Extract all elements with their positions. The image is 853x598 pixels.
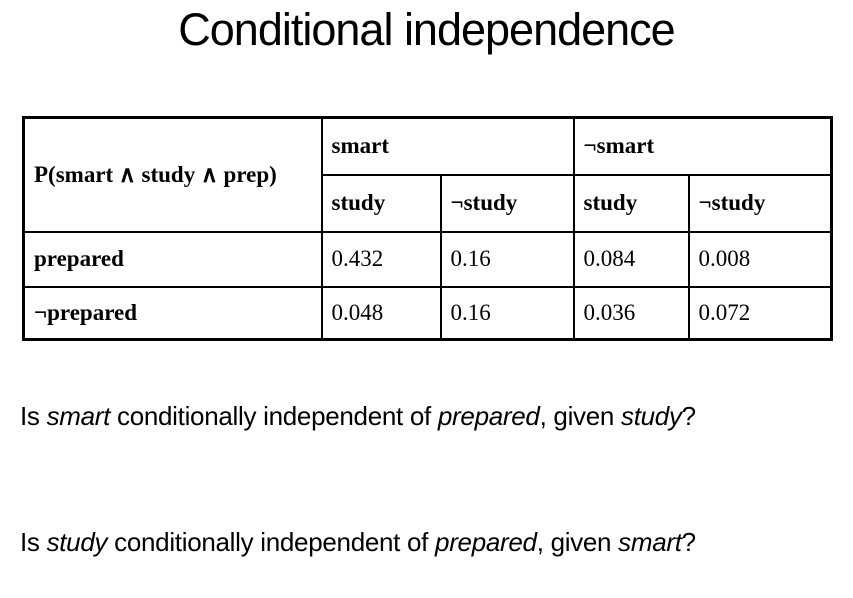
table-cell: 0.084 [572, 230, 690, 288]
table-cell: 0.036 [572, 285, 690, 341]
sub-header-not-study-1: ¬study [439, 173, 575, 233]
table-group-header-row: P(smart ∧ study ∧ prep) smart ¬smart [22, 116, 833, 233]
question-text: conditionally independent of [107, 527, 436, 557]
group-header-smart: smart [320, 116, 575, 176]
table-row-not-prepared: ¬prepared 0.048 0.16 0.036 0.072 [22, 285, 833, 341]
probability-table: P(smart ∧ study ∧ prep) smart ¬smart stu… [22, 116, 834, 341]
table-cell: 0.048 [320, 285, 442, 341]
question-text: , given [536, 527, 619, 557]
question-term: study [621, 401, 682, 431]
sub-header-not-study-2: ¬study [687, 173, 833, 233]
question-text: , given [539, 401, 622, 431]
table-cell: 0.008 [687, 230, 833, 288]
table-sub-header-row: study ¬study study ¬study [24, 173, 833, 233]
question-text: conditionally independent of [110, 401, 438, 431]
table-cell: 0.16 [439, 230, 575, 288]
question-term: smart [618, 527, 682, 557]
page-title: Conditional independence [178, 4, 675, 55]
question-term: smart [46, 401, 111, 431]
question-text: ? [681, 401, 696, 431]
question-study-given-smart: Is study conditionally independent of pr… [20, 527, 840, 558]
sub-header-study-2: study [572, 173, 690, 233]
sub-header-study-1: study [320, 173, 442, 233]
question-text: ? [681, 527, 696, 557]
row-label-not-prepared: ¬prepared [22, 285, 323, 341]
question-smart-given-study: Is smart conditionally independent of pr… [20, 401, 840, 432]
table-corner-header: P(smart ∧ study ∧ prep) [22, 116, 323, 233]
group-header-not-smart: ¬smart [572, 116, 833, 176]
question-text: Is [20, 527, 47, 557]
question-term: study [46, 527, 108, 557]
question-term: prepared [435, 527, 537, 557]
table-cell: 0.16 [439, 285, 575, 341]
row-label-prepared: prepared [22, 230, 323, 288]
question-text: Is [20, 401, 47, 431]
question-term: prepared [437, 401, 540, 431]
table-row-prepared: prepared 0.432 0.16 0.084 0.008 [22, 230, 833, 288]
table-cell: 0.072 [687, 285, 833, 341]
table-cell: 0.432 [320, 230, 442, 288]
